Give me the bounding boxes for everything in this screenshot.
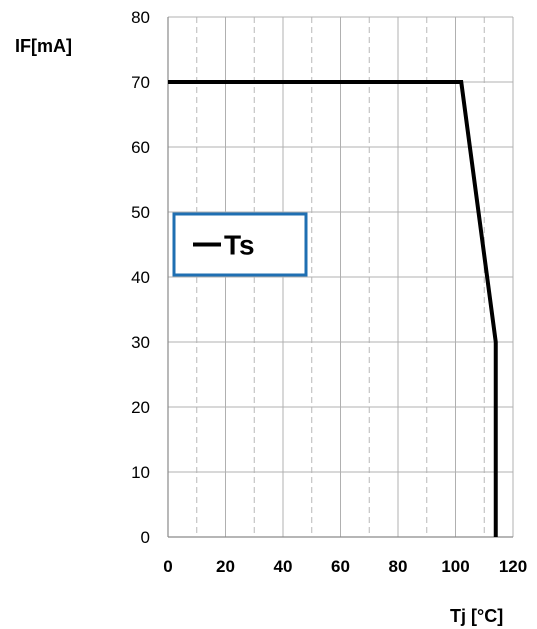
x-tick-label: 80 — [389, 557, 408, 576]
y-tick-label: 40 — [131, 268, 150, 287]
y-tick-label: 10 — [131, 463, 150, 482]
y-axis-title: IF[mA] — [15, 36, 72, 56]
x-tick-label: 40 — [274, 557, 293, 576]
x-tick-label: 20 — [216, 557, 235, 576]
x-axis-title: Tj [°C] — [450, 606, 503, 626]
x-tick-label: 120 — [499, 557, 527, 576]
y-tick-label: 30 — [131, 333, 150, 352]
x-tick-label: 60 — [331, 557, 350, 576]
x-tick-label: 100 — [441, 557, 469, 576]
y-tick-label: 60 — [131, 138, 150, 157]
y-tick-label: 70 — [131, 73, 150, 92]
y-tick-label: 50 — [131, 203, 150, 222]
legend-label: Ts — [224, 230, 255, 261]
series-line-ts — [168, 80, 498, 537]
y-tick-label: 20 — [131, 398, 150, 417]
y-tick-label: 80 — [131, 8, 150, 27]
y-tick-label: 0 — [141, 528, 150, 547]
plot-layer: 0 10 20 30 40 50 60 70 80 0 20 40 60 80 100 120 Ts — [131, 8, 527, 576]
x-tick-label: 0 — [163, 557, 172, 576]
